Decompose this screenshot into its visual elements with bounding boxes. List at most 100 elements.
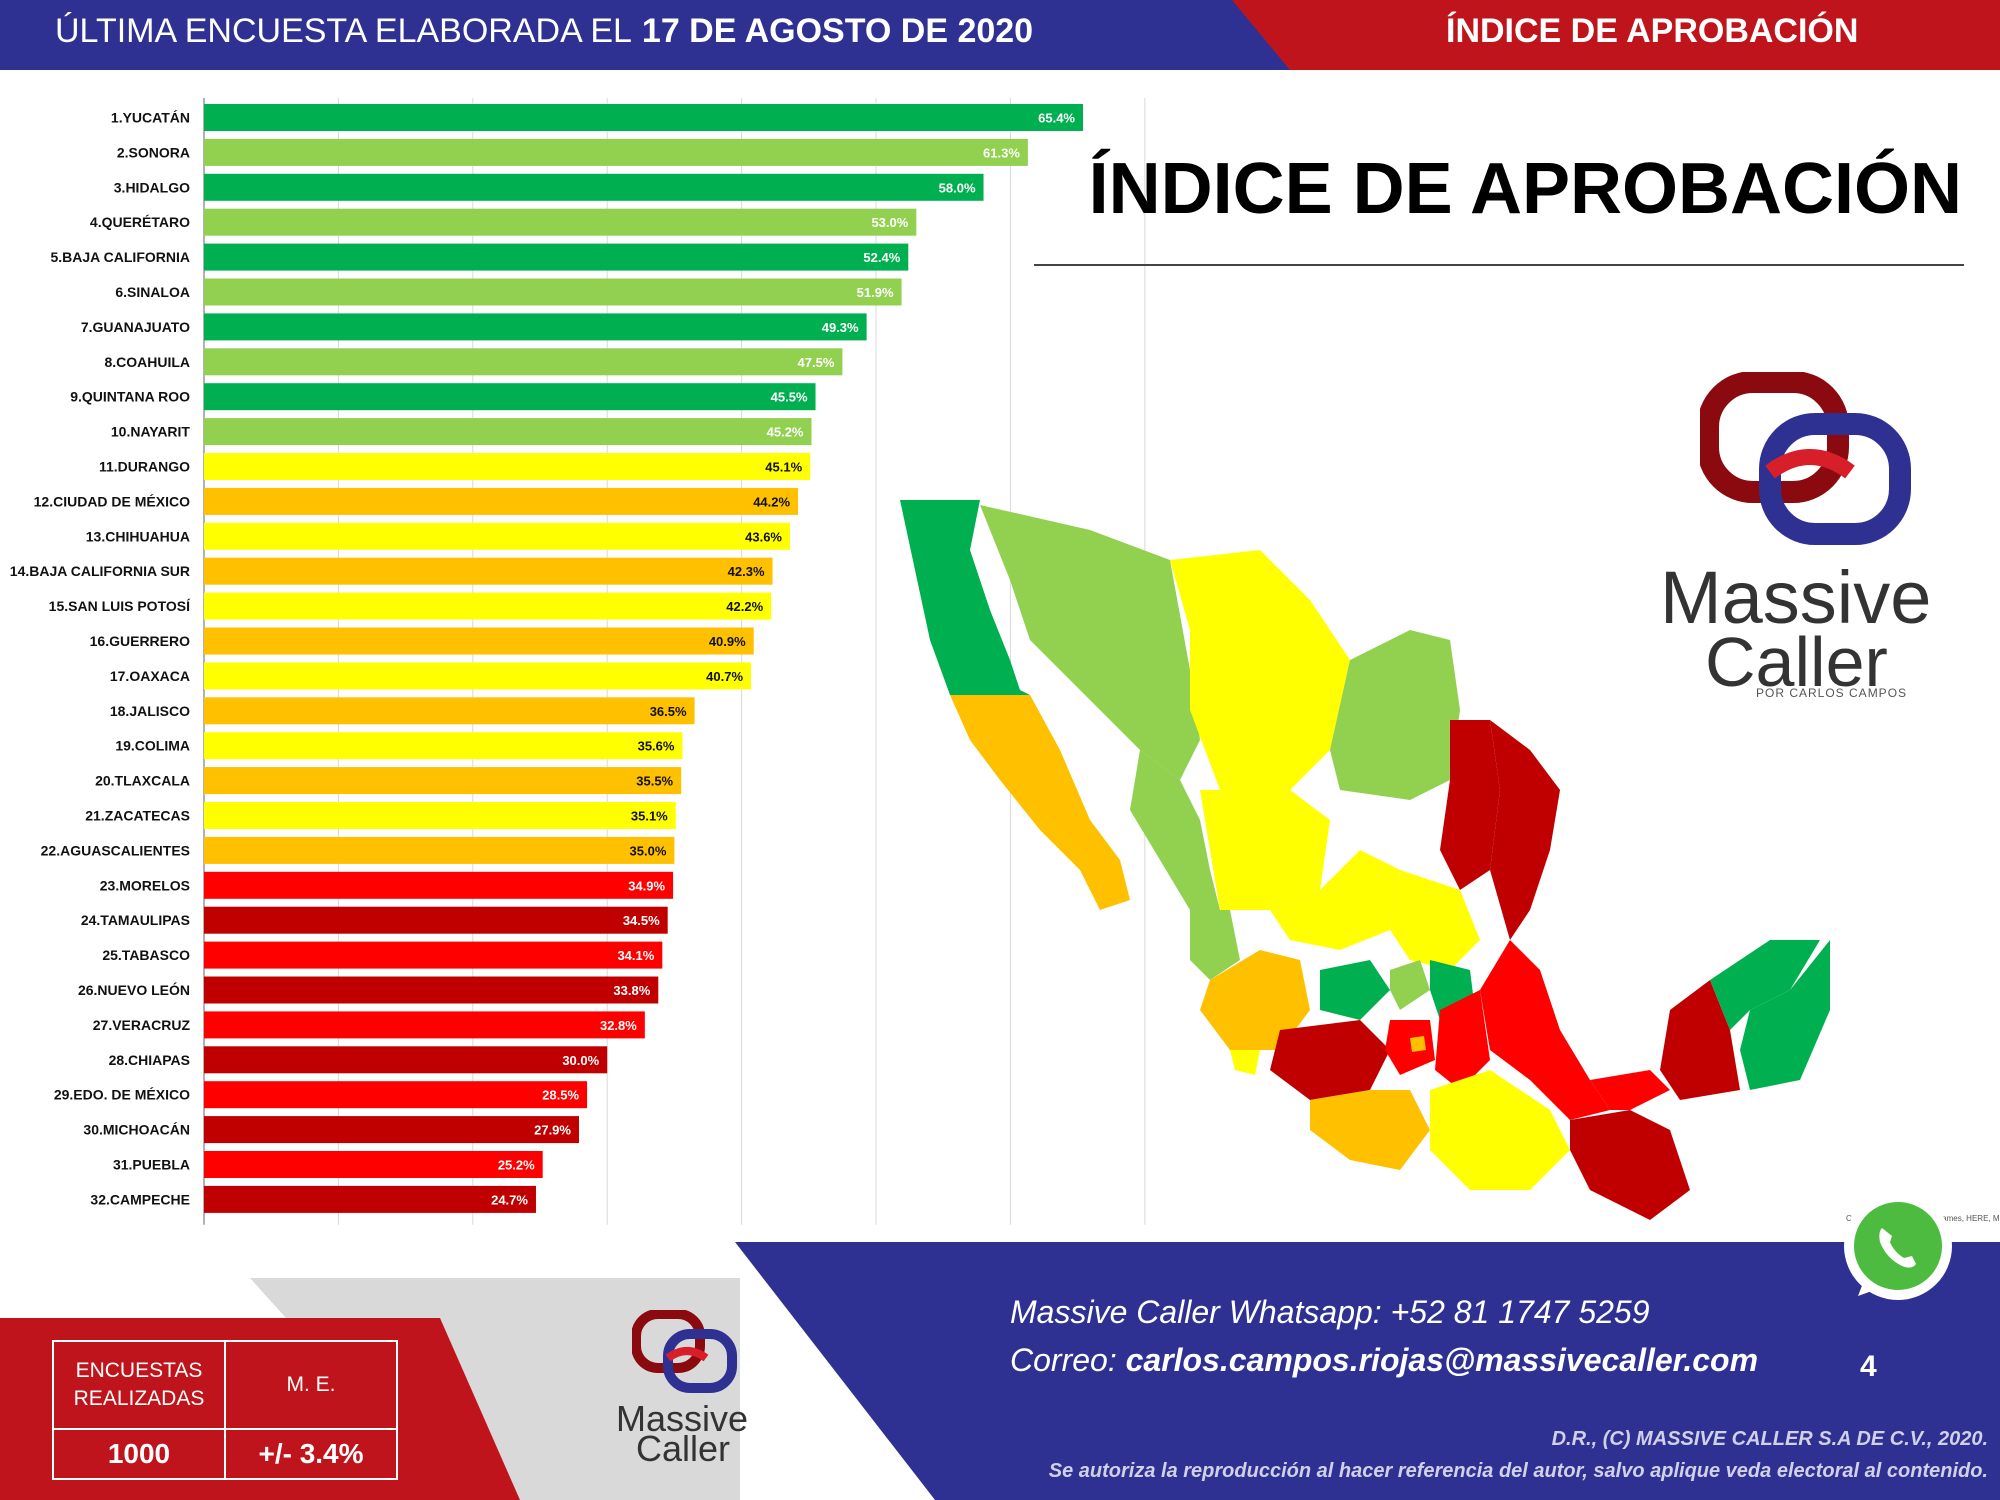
value-label: 34.5% — [623, 913, 660, 928]
survey-date-text: ÚLTIMA ENCUESTA ELABORADA EL 17 DE AGOSTO… — [55, 12, 1033, 51]
bar — [204, 1011, 645, 1039]
value-label: 35.0% — [630, 843, 667, 858]
bar — [204, 802, 676, 829]
bar — [204, 348, 843, 376]
value-label: 33.8% — [613, 983, 650, 998]
bar — [204, 976, 659, 1004]
bar — [204, 522, 790, 550]
logo-text-caller: Caller — [1705, 623, 1888, 701]
map-state-tabasco — [1590, 1070, 1670, 1110]
map-state-chiapas — [1570, 1110, 1690, 1220]
map-state-durango — [1200, 790, 1330, 910]
mexico-map — [900, 500, 1830, 1220]
map-state-coahuila — [1330, 630, 1460, 800]
survey-date: 17 DE AGOSTO DE 2020 — [641, 12, 1034, 50]
map-state-sinaloa — [1130, 750, 1220, 910]
value-label: 44.2% — [753, 494, 790, 509]
header-bar — [0, 0, 2000, 70]
map-state-nuevo-leon — [1440, 720, 1500, 890]
map-state-chihuahua — [1170, 550, 1350, 790]
value-label: 40.9% — [709, 634, 746, 649]
map-state-sonora — [980, 505, 1200, 780]
map-state-puebla — [1435, 990, 1490, 1090]
category-label: 22.AGUASCALIENTES — [41, 842, 190, 858]
massive-caller-logo-icon — [1700, 372, 1911, 545]
bar — [204, 243, 909, 271]
category-label: 16.GUERRERO — [90, 633, 190, 649]
bar — [204, 208, 917, 236]
category-label: 15.SAN LUIS POTOSÍ — [49, 598, 191, 614]
category-label: 5.BAJA CALIFORNIA — [51, 249, 191, 265]
value-label: 45.1% — [765, 460, 802, 475]
map-state-san-luis-potosi — [1390, 870, 1480, 970]
bar — [204, 418, 812, 446]
logo-text-massive: Massive — [1660, 556, 1932, 639]
bar — [204, 313, 867, 341]
reproduction-notice: Se autoriza la reproducción al hacer ref… — [1048, 1460, 1988, 1482]
category-label: 2.SONORA — [117, 144, 190, 160]
survey-date-label: ÚLTIMA ENCUESTA ELABORADA EL — [55, 12, 632, 50]
value-label: 34.9% — [628, 878, 665, 893]
category-label: 30.MICHOACÁN — [83, 1122, 190, 1138]
value-label: 52.4% — [863, 250, 900, 265]
category-label: 12.CIUDAD DE MÉXICO — [34, 493, 190, 509]
margin-error-header: M. E. — [226, 1342, 396, 1430]
map-state-baja-california-sur — [950, 695, 1130, 910]
category-label: 29.EDO. DE MÉXICO — [54, 1087, 190, 1103]
whatsapp-icon[interactable] — [1836, 1186, 1958, 1308]
map-state-ciudad-de-mexico — [1410, 1036, 1426, 1052]
value-label: 61.3% — [983, 145, 1020, 160]
value-label: 32.8% — [600, 1018, 637, 1033]
email-address[interactable]: carlos.campos.riojas@massivecaller.com — [1125, 1342, 1759, 1378]
value-label: 42.3% — [728, 564, 765, 579]
category-label: 7.GUANAJUATO — [81, 319, 190, 335]
category-label: 23.MORELOS — [100, 877, 190, 893]
map-state-campeche — [1660, 980, 1740, 1100]
logo-tagline: POR CARLOS CAMPOS — [1756, 686, 1908, 700]
map-state-baja-california — [900, 500, 1030, 695]
bar — [204, 732, 683, 760]
email-contact: Correo: carlos.campos.riojas@massivecall… — [1010, 1342, 1758, 1379]
margin-error-value: +/- 3.4% — [258, 1438, 364, 1469]
bar — [204, 871, 674, 899]
category-label: 26.NUEVO LEÓN — [78, 981, 190, 998]
category-label: 1.YUCATÁN — [111, 110, 190, 126]
category-label: 31.PUEBLA — [113, 1157, 190, 1173]
category-label: 10.NAYARIT — [111, 424, 191, 440]
value-label: 35.5% — [636, 774, 673, 789]
approval-bar-chart: 1.YUCATÁN 65.4% 2.SONORA 61.3% 3.HIDALGO 58.0… — [10, 98, 1146, 1225]
map-state-zacatecas — [1270, 850, 1400, 950]
title-divider — [1034, 264, 1964, 266]
value-label: 53.0% — [871, 215, 908, 230]
category-label: 32.CAMPECHE — [90, 1191, 190, 1207]
map-state-veracruz — [1480, 940, 1610, 1120]
bar — [204, 627, 754, 655]
bar — [204, 557, 773, 585]
map-state-guerrero — [1310, 1090, 1430, 1170]
surveys-header: ENCUESTAS REALIZADAS — [54, 1342, 226, 1430]
value-label: 40.7% — [706, 669, 743, 684]
bar — [204, 1046, 608, 1074]
email-label: Correo: — [1010, 1342, 1117, 1378]
value-label: 24.7% — [491, 1192, 528, 1207]
bar — [204, 1081, 588, 1109]
category-label: 9.QUINTANA ROO — [70, 389, 190, 405]
category-label: 19.COLIMA — [115, 738, 190, 754]
survey-stats-table: ENCUESTAS REALIZADAS M. E. 1000 +/- 3.4% — [52, 1340, 398, 1480]
bar — [204, 104, 1083, 131]
category-label: 21.ZACATECAS — [85, 808, 190, 824]
map-state-guanajuato — [1320, 960, 1390, 1020]
bar — [204, 487, 799, 515]
category-label: 13.CHIHUAHUA — [86, 528, 190, 544]
bar — [204, 697, 695, 725]
value-label: 34.1% — [617, 948, 654, 963]
footer-band — [0, 1242, 2000, 1500]
bar — [204, 941, 663, 969]
small-logo-text-caller: Caller — [636, 1428, 731, 1469]
category-label: 25.TABASCO — [102, 947, 190, 963]
header-section-title: ÍNDICE DE APROBACIÓN — [1446, 12, 1859, 50]
map-state-tamaulipas — [1490, 720, 1560, 940]
copyright-text: D.R., (C) MASSIVE CALLER S.A DE C.V., 20… — [1551, 1428, 1988, 1450]
value-label: 65.4% — [1038, 111, 1075, 126]
category-label: 17.OAXACA — [110, 668, 190, 684]
